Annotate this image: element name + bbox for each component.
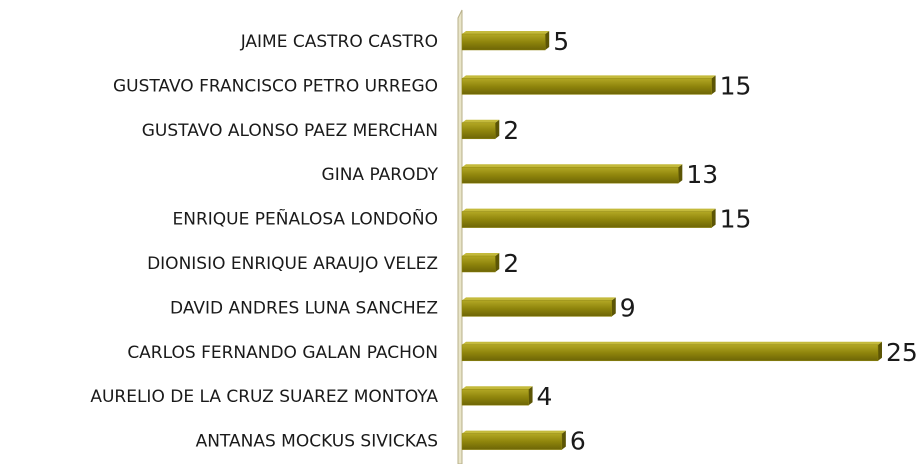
category-label: GINA PARODY (322, 165, 439, 185)
bar (461, 33, 546, 51)
value-label: 5 (553, 27, 569, 56)
bar (461, 388, 529, 406)
bar-top (462, 297, 616, 301)
value-label: 6 (570, 427, 586, 456)
category-label: GUSTAVO FRANCISCO PETRO URREGO (113, 76, 438, 96)
bar-top (462, 31, 550, 34)
bar-side (561, 430, 566, 450)
bar-side (545, 31, 550, 50)
category-label: JAIME CASTRO CASTRO (240, 32, 438, 52)
bar-side (711, 208, 716, 228)
bar (461, 211, 712, 228)
bar-top (462, 430, 566, 434)
category-label: DAVID ANDRES LUNA SANCHEZ (170, 298, 438, 318)
bar-side (878, 341, 882, 361)
bar-side (711, 75, 716, 95)
bar-top (462, 386, 533, 390)
category-label: CARLOS FERNANDO GALAN PACHON (127, 343, 438, 363)
value-label: 15 (720, 71, 752, 100)
bar-top (462, 208, 716, 212)
bar (461, 344, 879, 362)
value-label: 13 (686, 160, 718, 189)
bar-top (462, 164, 683, 168)
bar-side (528, 386, 533, 406)
value-label: 2 (503, 116, 519, 145)
bar (461, 166, 679, 184)
category-label: DIONISIO ENRIQUE ARAUJO VELEZ (147, 254, 438, 274)
bar-side (678, 164, 683, 184)
bar-side (611, 297, 616, 317)
category-label: ANTANAS MOCKUS SIVICKAS (196, 432, 438, 452)
category-label: GUSTAVO ALONSO PAEZ MERCHAN (142, 121, 438, 141)
value-label: 25 (886, 338, 918, 367)
category-label: AURELIO DE LA CRUZ SUAREZ MONTOYA (90, 387, 438, 407)
bar-side (495, 119, 500, 139)
axis-wall (457, 9, 463, 464)
bar-top (462, 119, 500, 123)
bar (461, 255, 496, 273)
value-label: 2 (503, 249, 519, 278)
value-label: 15 (720, 205, 752, 234)
bar (461, 433, 563, 450)
category-label: ENRIQUE PEÑALOSA LONDOÑO (172, 208, 438, 230)
value-label: 9 (620, 293, 636, 322)
bar (461, 300, 613, 317)
bar-top (462, 75, 716, 79)
bar (461, 122, 496, 140)
bar-top (462, 253, 500, 256)
bar-top (462, 341, 882, 345)
value-label: 4 (537, 382, 553, 411)
bar-side (495, 253, 500, 272)
bar (461, 78, 712, 95)
